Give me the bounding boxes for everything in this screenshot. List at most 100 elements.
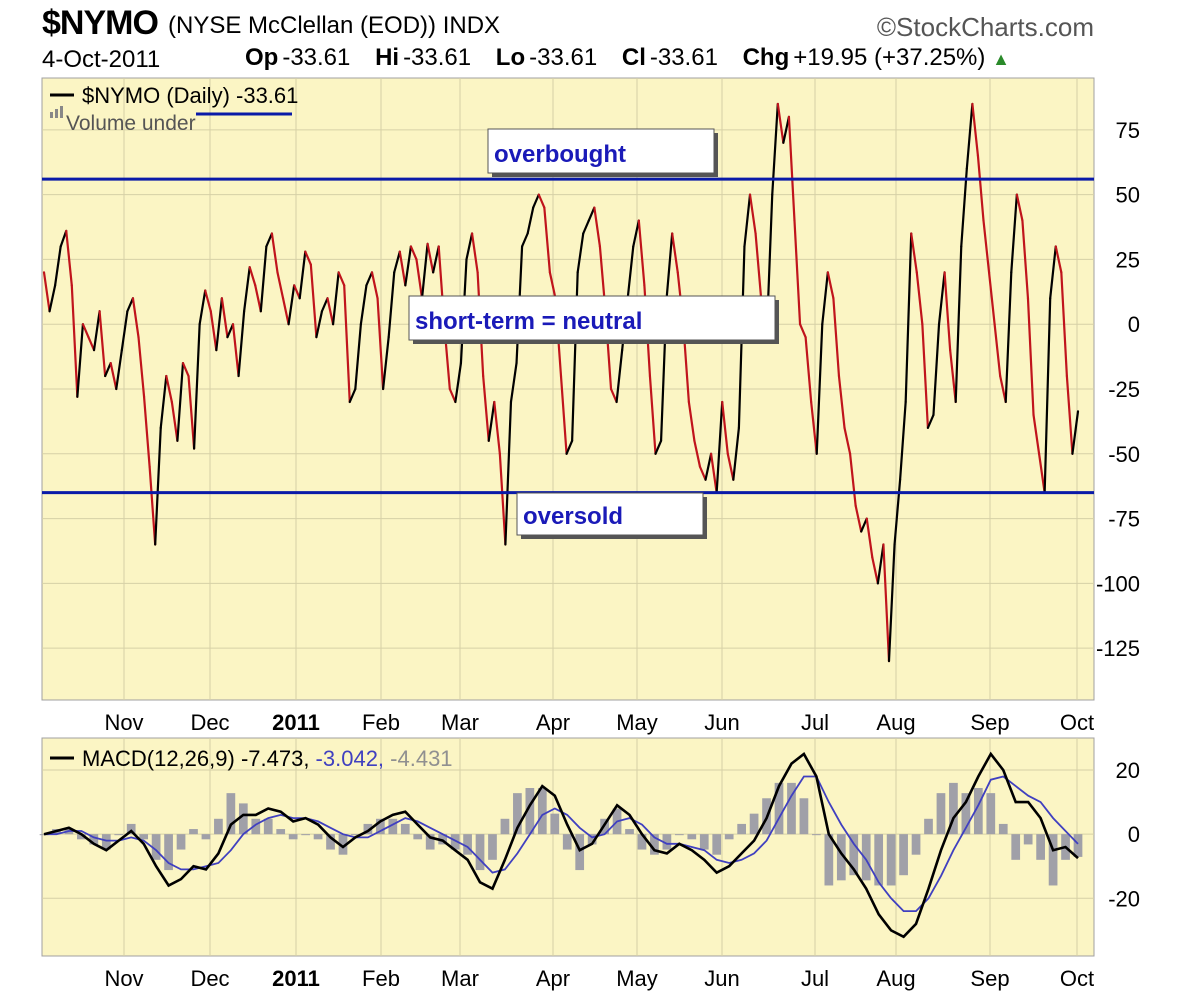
histogram-bar <box>961 793 971 835</box>
nymo-line-segment <box>65 229 73 287</box>
nymo-line-segment <box>587 206 596 222</box>
quote-date: 4-Oct-2011 <box>42 46 161 73</box>
nymo-line-segment <box>810 400 818 455</box>
nymo-line-segment <box>254 284 262 313</box>
histogram-bar <box>724 834 734 840</box>
nymo-line-segment <box>910 232 918 274</box>
up-arrow-icon: ▲ <box>992 49 1010 69</box>
nymo-line-segment <box>648 374 657 455</box>
nymo-line-segment <box>176 361 185 442</box>
nymo-line-segment <box>520 232 529 248</box>
histogram-bar <box>998 823 1008 835</box>
nymo-line-segment <box>81 323 90 339</box>
nymo-line-segment <box>976 154 985 222</box>
nymo-line-segment <box>548 271 557 300</box>
histogram-bar <box>326 834 335 850</box>
nymo-line-segment <box>704 452 713 481</box>
histogram-bar <box>488 834 497 860</box>
nymo-line-segment <box>843 426 852 455</box>
nymo-line-segment <box>87 336 96 352</box>
x-tick-label: Mar <box>441 710 479 735</box>
histogram-bar <box>313 834 323 840</box>
nymo-line-segment <box>937 271 946 326</box>
nymo-line-segment <box>1065 374 1074 455</box>
x-tick-label: Oct <box>1060 710 1094 735</box>
nymo-line-segment <box>270 232 279 274</box>
nymo-line-segment <box>854 504 863 533</box>
nymo-line-segment <box>526 206 535 235</box>
nymo-line-segment <box>448 387 457 404</box>
histogram-bar <box>637 834 647 850</box>
nymo-line-segment <box>582 219 590 235</box>
nymo-line-segment <box>609 387 618 404</box>
nymo-line-segment <box>987 271 996 326</box>
histogram-bar <box>89 834 99 845</box>
symbol-title: $NYMO <box>42 4 159 42</box>
macd-legend: MACD(12,26,9) -7.473, -3.042, -4.431 <box>82 746 453 771</box>
nymo-line-segment <box>537 193 546 209</box>
nymo-line-segment <box>1049 245 1057 300</box>
y-tick-label: 75 <box>1116 118 1140 143</box>
nymo-line-segment <box>237 310 246 378</box>
histogram-bar <box>575 834 585 871</box>
histogram-bar <box>674 834 684 836</box>
nymo-line-segment <box>309 263 318 339</box>
nymo-line-segment <box>687 400 696 442</box>
low-value: -33.61 <box>529 44 598 71</box>
nymo-line-segment <box>276 271 285 300</box>
nymo-line-segment <box>876 543 885 585</box>
nymo-line-segment <box>76 323 85 398</box>
nymo-line-segment <box>454 361 463 404</box>
x-tick-label: Apr <box>536 710 570 735</box>
nymo-line-segment <box>593 206 602 248</box>
histogram-bar <box>1036 834 1045 860</box>
change-value: +19.95 (+37.25%) <box>793 44 986 71</box>
histogram-bar <box>749 813 759 835</box>
nymo-line-segment <box>281 297 290 326</box>
nymo-line-segment <box>498 452 507 546</box>
nymo-line-segment <box>665 232 674 300</box>
y-tick-label: -25 <box>1108 377 1140 402</box>
nymo-line-segment <box>893 478 902 546</box>
histogram-bar <box>114 834 124 836</box>
nymo-line-segment <box>654 439 663 455</box>
x-tick-label: Mar <box>441 966 479 991</box>
nymo-line-segment <box>832 297 841 378</box>
macd-legend-signal: -3.042, <box>316 746 391 771</box>
histogram-bar <box>774 782 784 835</box>
nymo-line-segment <box>109 361 118 391</box>
nymo-line-segment <box>865 517 874 559</box>
histogram-bar <box>201 834 211 840</box>
volume-icon <box>60 106 63 118</box>
histogram-bar <box>251 818 261 835</box>
y-tick-label: -75 <box>1108 507 1140 532</box>
nymo-line-segment <box>1004 271 1013 404</box>
nymo-line-segment <box>576 232 585 274</box>
open-value: -33.61 <box>282 44 351 71</box>
nymo-line-segment <box>131 297 140 339</box>
histogram-bar <box>450 834 460 850</box>
nymo-line-segment <box>732 426 740 481</box>
nymo-line-segment <box>726 452 735 481</box>
histogram-bar <box>849 834 859 876</box>
nymo-line-segment <box>899 400 907 481</box>
nymo-line-segment <box>415 258 424 300</box>
oversold-box <box>516 492 704 536</box>
histogram-bar <box>625 829 634 835</box>
open-label: Op <box>245 44 279 71</box>
volume-icon <box>50 112 53 118</box>
nymo-line-segment <box>848 452 857 507</box>
nymo-line-segment <box>59 229 68 248</box>
nymo-line-segment <box>465 232 474 261</box>
histogram-bar <box>151 834 161 860</box>
nymo-line-segment <box>637 219 646 287</box>
x-tick-label: Aug <box>876 966 915 991</box>
nymo-line-segment <box>215 297 223 352</box>
y-tick-label: -20 <box>1108 886 1140 911</box>
x-tick-label: Nov <box>104 966 143 991</box>
nymo-line-segment <box>543 206 551 274</box>
histogram-bar <box>799 798 809 835</box>
nymo-line-segment <box>493 400 501 455</box>
nymo-line-segment <box>1054 245 1063 274</box>
histogram-bar <box>101 834 111 850</box>
